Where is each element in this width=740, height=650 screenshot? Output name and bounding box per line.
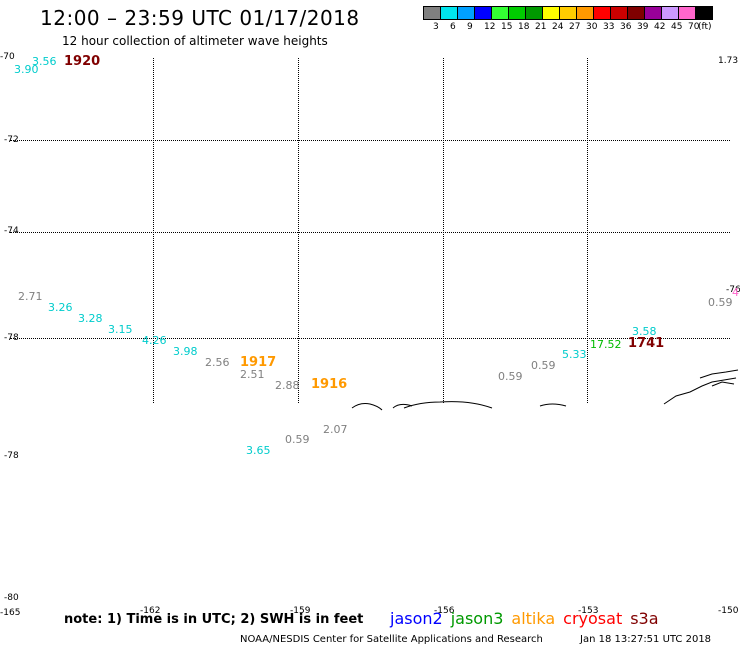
corner-value: 1.73 [718,56,739,66]
grid-line-lat [10,140,730,141]
lon-tick: -159 [290,606,311,616]
wave-height-value: 0.59 [708,296,733,309]
wave-height-value: 2.71 [18,290,43,303]
scale-label: 15 [501,22,513,32]
lat-tick: -74 [4,226,19,236]
lon-tick: -150 [718,606,739,616]
wave-height-value: 3.98 [173,345,198,358]
cycle-number: 1920 [64,54,101,69]
generation-timestamp: Jan 18 13:27:51 UTC 2018 [580,634,712,645]
wave-height-value: 3.26 [48,301,73,314]
grid-line-lat [10,232,730,233]
scale-label: 3 [433,22,439,32]
grid-line-lon [298,58,299,403]
map-title: 12:00 – 23:59 UTC 01/17/2018 [40,6,360,30]
satellite-legend: jason2 jason3 altika cryosat s3a [390,609,659,628]
grid-line-lat [10,338,730,339]
lat-tick: -78 [4,451,19,461]
satellite-jason2: jason2 [390,609,443,628]
wave-height-value: 17.52 [590,338,622,351]
satellite-altika: altika [511,609,556,628]
scale-label: 27 [569,22,581,32]
scale-label: 36 [620,22,632,32]
lon-tick: -165 [0,608,21,618]
lat-tick: -78 [4,333,19,343]
lat-tick: -70 [0,52,15,62]
wave-height-value: 0.59 [285,433,310,446]
grid-line-lon [587,58,588,403]
scale-label: 18 [518,22,530,32]
lat-tick: -80 [4,593,19,603]
scale-label: 12 [484,22,496,32]
wave-height-value: 4 [732,286,739,299]
scale-label: 21 [535,22,547,32]
footnote: note: 1) Time is in UTC; 2) SWH is in fe… [64,612,364,627]
scale-label: 30 [586,22,598,32]
satellite-jason3: jason3 [450,609,504,628]
scale-label: 45 [671,22,683,32]
scale-label: 39 [637,22,649,32]
wave-height-value: 3.90 [14,63,39,76]
wave-height-value: 2.51 [240,368,265,381]
lat-tick: -72 [4,135,19,145]
map-subtitle: 12 hour collection of altimeter wave hei… [62,34,328,48]
wave-height-value: 0.59 [531,359,556,372]
wave-height-value: 4.26 [142,334,167,347]
color-scale [423,6,713,20]
wave-height-value: 2.56 [205,356,230,369]
scale-label: 33 [603,22,615,32]
wave-height-value: 2.07 [323,423,348,436]
grid-line-lon [443,58,444,403]
lon-tick: -156 [434,606,455,616]
wave-height-value: 3.15 [108,323,133,336]
scale-unit: (ft) [698,22,712,32]
cycle-number: 1916 [311,377,348,392]
scale-label: 9 [467,22,473,32]
lon-tick: -162 [140,606,161,616]
scale-label: 6 [450,22,456,32]
grid-line-lon [153,58,154,403]
cycle-number: 1741 [628,336,665,351]
wave-height-value: 5.33 [562,348,587,361]
scale-label: 24 [552,22,564,32]
satellite-cryosat: cryosat [563,609,623,628]
credit-line: NOAA/NESDIS Center for Satellite Applica… [240,634,543,645]
wave-height-value: 0.59 [498,370,523,383]
lat-tick: -76 [726,285,740,295]
wave-height-value: 3.56 [32,55,57,68]
satellite-s3a: s3a [630,609,659,628]
wave-height-value: 3.28 [78,312,103,325]
cycle-number: 1917 [240,355,277,370]
scale-swatch [695,6,713,20]
wave-height-value: 2.88 [275,379,300,392]
scale-label: 42 [654,22,666,32]
lon-tick: -153 [578,606,599,616]
wave-height-value: 3.65 [246,444,271,457]
wave-height-value: 3.58 [632,325,657,338]
scale-label: 70 [688,22,700,32]
